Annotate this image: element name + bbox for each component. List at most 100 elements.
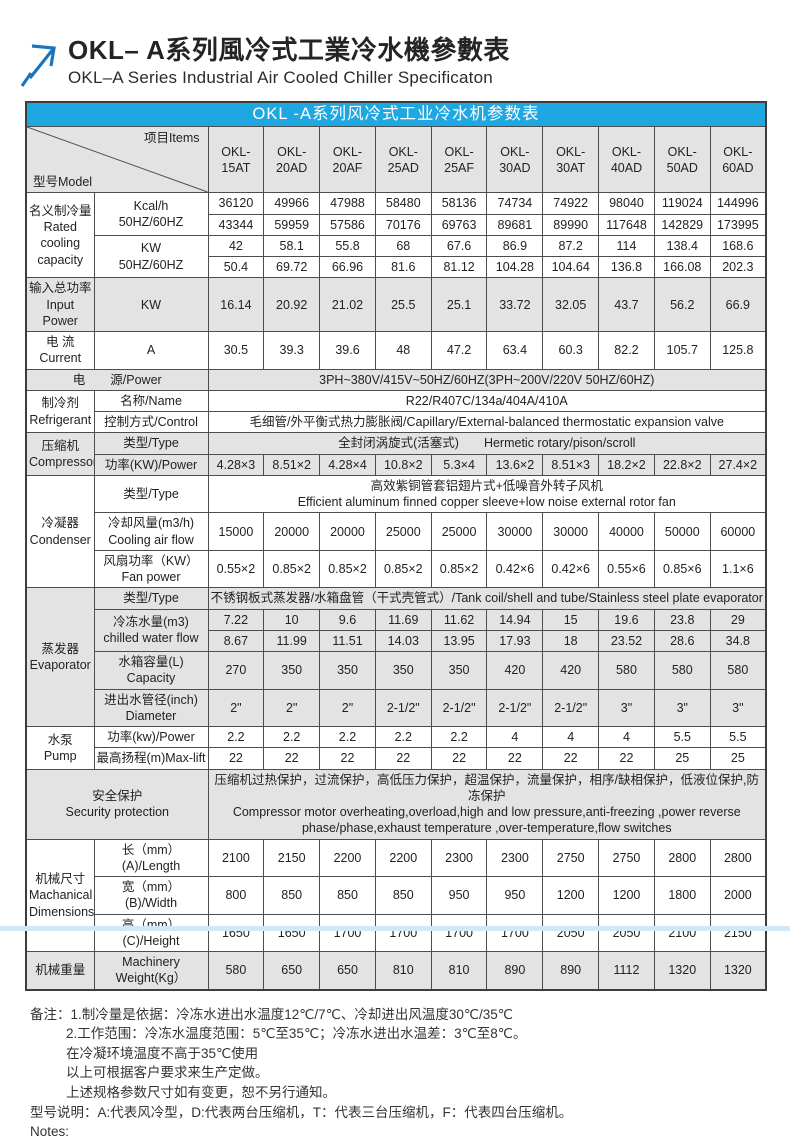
spec-label-cell: 水泵 Pump: [25, 726, 95, 770]
spec-value-cell: R22/R407C/134a/404A/410A: [207, 389, 767, 413]
spec-value-cell: 50.4: [207, 256, 265, 279]
spec-value-cell: 1700: [374, 913, 432, 953]
spec-label-cell: 高（mm）(C)/Height: [93, 913, 209, 953]
spec-value-cell: 104.28: [486, 256, 544, 279]
spec-value-cell: 22: [374, 747, 432, 770]
spec-value-cell: 1.1×6: [709, 549, 767, 589]
spec-label-cell: Kcal/h 50HZ/60HZ: [93, 192, 209, 236]
model-header-cell: OKL- 20AF: [319, 126, 376, 194]
spec-value-cell: 650: [263, 951, 321, 991]
spec-value-cell: 30000: [486, 512, 544, 551]
table-row: KW 50HZ/60HZ 42 58.1 55.8 68 67.6 86.9 87.2 114 1…: [26, 234, 767, 279]
table-row: 电 源/Power 3PH~380V/415V~50HZ/60HZ(3PH~200…: [25, 368, 767, 391]
spec-value-cell: 25: [653, 747, 711, 770]
spec-label-cell: KW 50HZ/60HZ: [93, 234, 209, 279]
spec-value-cell: 4: [486, 726, 544, 749]
spec-value-cell: 1320: [709, 951, 767, 991]
spec-value-cell: 1700: [319, 913, 376, 953]
table-row: 制冷剂 Refrigerant 名称/Name R22/R407C/134a/404…: [25, 389, 767, 434]
table-row: 冷却风量(m3/h) Cooling air flow 15000 20000 200…: [26, 512, 767, 551]
spec-value-cell: 74734: [486, 192, 544, 215]
spec-value-cell: 2100: [207, 838, 265, 878]
spec-value-cell: 2200: [374, 838, 432, 878]
spec-label-cell: A: [93, 331, 209, 370]
table-row: 蒸发器 Evaporator 类型/Type 不锈钢板式蒸发器/水箱盘管（干式壳管式…: [25, 587, 767, 728]
spec-value-cell: 173995: [709, 213, 767, 236]
spec-value-cell: 56.2: [653, 277, 711, 333]
spec-value-cell: 350: [319, 651, 376, 690]
table-row: 功率(KW)/Power 4.28×3 8.51×2 4.28×4 10.8×2 5.3×…: [26, 453, 767, 476]
note-line: 2.工作范围：冷冻水温度范围：5℃至35℃；冷冻水进出水温差：3℃至8℃。: [66, 1026, 527, 1042]
spec-value-cell: 2050: [542, 913, 600, 953]
corner-items-label: 项目Items: [143, 131, 200, 146]
spec-value-cell: 11.51: [319, 629, 376, 653]
spec-value-cell: 70176: [374, 213, 432, 236]
spec-value-cell: 3PH~380V/415V~50HZ/60HZ(3PH~200V/220V 50…: [207, 368, 767, 391]
spec-value-cell: 69763: [430, 213, 488, 236]
spec-value-cell: 890: [542, 951, 600, 991]
spec-value-cell: 16.14: [207, 277, 265, 333]
spec-value-cell: 22: [486, 747, 544, 770]
spec-value-cell: 1112: [598, 951, 655, 991]
spec-value-cell: 全封闭涡旋式(活塞式) Hermetic rotary/pison/scroll: [207, 432, 767, 455]
spec-value-cell: 25000: [430, 512, 488, 551]
spec-value-cell: 2000: [709, 876, 767, 915]
corner-model-label: 型号Model: [33, 175, 93, 190]
spec-value-cell: 67.6: [430, 234, 488, 258]
spec-value-cell: 86.9: [486, 234, 544, 258]
model-header-cell: OKL- 30AD: [486, 126, 544, 194]
spec-label-cell: 冷却风量(m3/h) Cooling air flow: [93, 512, 209, 551]
spec-value-cell: 不锈钢板式蒸发器/水箱盘管（干式壳管式）/Tank coil/shell and…: [207, 587, 767, 610]
spec-value-cell: 2-1/2": [430, 688, 488, 728]
spec-value-cell: 81.12: [430, 256, 488, 279]
spec-value-cell: 104.64: [542, 256, 600, 279]
spec-label-cell: 输入总功率 Input Power: [25, 277, 95, 333]
table-row: 风扇功率（KW） Fan power 0.55×2 0.85×2 0.85×2 0.85…: [26, 549, 767, 589]
spec-value-cell: 63.4: [486, 331, 544, 370]
diagonal-line: [27, 127, 208, 192]
spec-value-cell: 22: [207, 747, 265, 770]
spec-value-cell: 25.5: [374, 277, 432, 333]
spec-value-cell: 2300: [430, 838, 488, 878]
spec-value-cell: 810: [430, 951, 488, 991]
table-row: 高（mm）(C)/Height 1650 1650 1700 1700 1700 1700 2…: [26, 913, 767, 953]
spec-value-cell: 27.4×2: [709, 453, 767, 476]
table-title: OKL -A系列风冷式工业冷水机参数表: [25, 101, 767, 128]
spec-value-cell: 2": [207, 688, 265, 728]
spec-value-cell: 23.8: [653, 608, 711, 631]
spec-value-cell: 5.3×4: [430, 453, 488, 476]
spec-value-cell: 580: [207, 951, 265, 991]
page-header: OKL– A系列風冷式工業冷水機參數表 OKL–A Series Industr…: [0, 0, 790, 88]
spec-value-cell: 168.6: [709, 234, 767, 258]
spec-label-cell: 电 流 Current: [25, 331, 95, 370]
spec-value-cell: 58480: [374, 192, 432, 215]
spec-value-cell: 30000: [542, 512, 600, 551]
spec-label-cell: 冷凝器 Condenser: [25, 474, 95, 589]
spec-value-cell: 2150: [263, 838, 321, 878]
spec-value-cell: 55.8: [319, 234, 376, 258]
spec-value-cell: 2.2: [430, 726, 488, 749]
spec-value-cell: 890: [486, 951, 544, 991]
spec-value-cell: 33.72: [486, 277, 544, 333]
spec-value-cell: 0.85×2: [263, 549, 321, 589]
spec-label-cell: 功率(KW)/Power: [93, 453, 209, 476]
spec-value-cell: 2": [263, 688, 321, 728]
note-line: Notes:: [30, 1124, 70, 1140]
spec-value-cell: 34.8: [709, 629, 767, 653]
spec-value-cell: 50000: [653, 512, 711, 551]
spec-value-cell: 142829: [653, 213, 711, 236]
spec-value-cell: 166.08: [653, 256, 711, 279]
spec-value-cell: 4: [598, 726, 655, 749]
spec-value-cell: 5.5: [653, 726, 711, 749]
spec-value-cell: 3": [653, 688, 711, 728]
spec-value-cell: 30.5: [207, 331, 265, 370]
spec-value-cell: 2100: [653, 913, 711, 953]
spec-value-cell: 18.2×2: [598, 453, 655, 476]
spec-value-cell: 2750: [542, 838, 600, 878]
table-row: 冷冻水量(m3) chilled water flow 7.22 10 9.6 11.6…: [26, 608, 767, 653]
spec-value-cell: 81.6: [374, 256, 432, 279]
spec-value-cell: 1200: [542, 876, 600, 915]
table-row: 控制方式/Control 毛细管/外平衡式热力膨胀阀/Capillary/Exte…: [26, 411, 767, 434]
table-row: 冷凝器 Condenser 类型/Type 高效紫铜管套铝翅片式+低噪音外转子风机 …: [25, 474, 767, 589]
spec-value-cell: 810: [374, 951, 432, 991]
